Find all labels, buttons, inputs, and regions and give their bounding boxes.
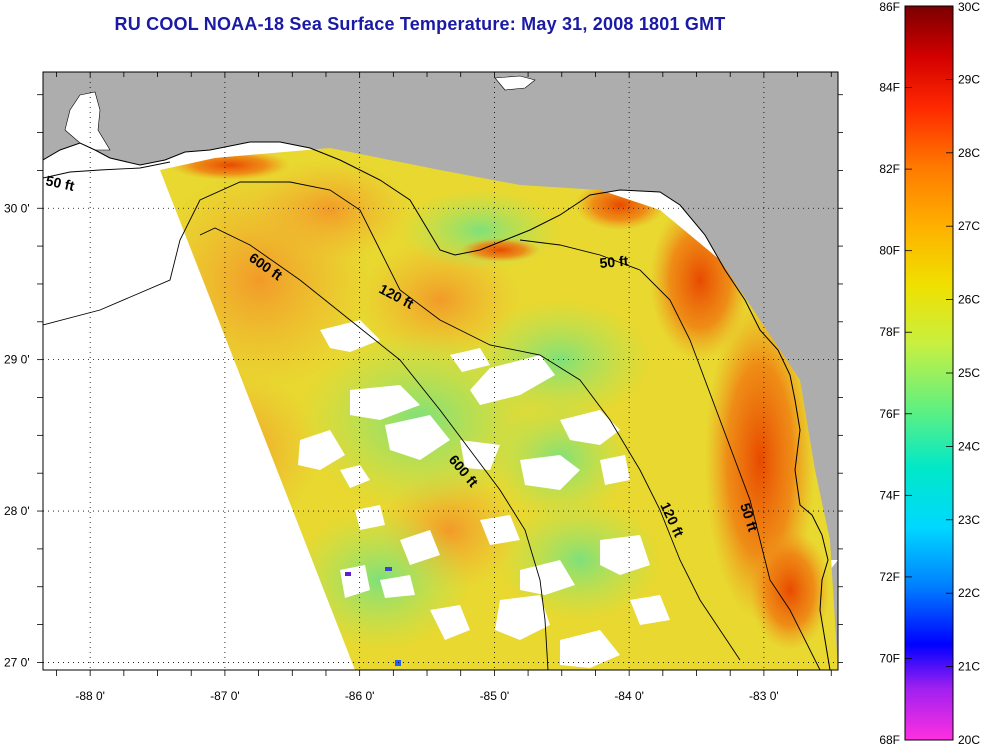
colorbar-f-label: 78F bbox=[879, 325, 900, 339]
colorbar-c-label: 23C bbox=[958, 513, 980, 527]
map-title: RU COOL NOAA-18 Sea Surface Temperature:… bbox=[114, 14, 726, 34]
colorbar-f-label: 82F bbox=[879, 162, 900, 176]
lon-tick-label: -84 0' bbox=[614, 689, 644, 703]
colorbar-c-label: 20C bbox=[958, 733, 980, 747]
cloud-patches bbox=[298, 320, 670, 668]
colorbar bbox=[904, 5, 954, 741]
colorbar-f-label: 86F bbox=[879, 0, 900, 14]
colorbar-f-label: 68F bbox=[879, 733, 900, 747]
lat-tick-label: 28 0' bbox=[4, 504, 30, 518]
colorbar-c-label: 24C bbox=[958, 439, 980, 453]
colorbar-c-label: 27C bbox=[958, 219, 980, 233]
contour-50ft-west bbox=[43, 161, 171, 179]
lon-tick-label: -86 0' bbox=[345, 689, 375, 703]
colorbar-c-label: 21C bbox=[958, 660, 980, 674]
axis-ticks: -88 0' -87 0' -86 0' -85 0' -84 0' -83 0' 30 0… bbox=[4, 72, 843, 703]
colorbar-c-label: 22C bbox=[958, 586, 980, 600]
contour-label-50ft-bigbend: 50 ft bbox=[599, 253, 629, 271]
colorbar-f-label: 76F bbox=[879, 407, 900, 421]
lon-tick-label: -85 0' bbox=[480, 689, 510, 703]
inland-lakes bbox=[494, 75, 536, 91]
coastline bbox=[43, 141, 831, 670]
colorbar-c-label: 25C bbox=[958, 366, 980, 380]
lat-tick-label: 27 0' bbox=[4, 655, 30, 669]
colorbar-f-label: 74F bbox=[879, 488, 900, 502]
colorbar-c-label: 30C bbox=[958, 0, 980, 14]
colorbar-c-label: 29C bbox=[958, 72, 980, 86]
colorbar-c-label: 28C bbox=[958, 146, 980, 160]
colorbar-labels: 86F 84F 82F 80F 78F 76F 74F 72F 70F 68F 30C 29C 28C 2… bbox=[879, 0, 980, 747]
bay-mobile bbox=[64, 91, 111, 151]
colorbar-f-label: 84F bbox=[879, 81, 900, 95]
colorbar-f-label: 70F bbox=[879, 651, 900, 665]
lon-tick-label: -88 0' bbox=[75, 689, 105, 703]
contour-50ft-east bbox=[519, 239, 821, 670]
lon-tick-label: -83 0' bbox=[749, 689, 779, 703]
colorbar-f-label: 72F bbox=[879, 570, 900, 584]
lat-tick-label: 29 0' bbox=[4, 353, 30, 367]
colorbar-f-label: 80F bbox=[879, 244, 900, 258]
map-frame bbox=[42, 71, 839, 671]
lon-tick-label: -87 0' bbox=[210, 689, 240, 703]
contour-label-50ft-west: 50 ft bbox=[44, 172, 76, 194]
contour-600ft bbox=[199, 227, 549, 670]
contour-120ft bbox=[43, 181, 741, 661]
colorbar-c-label: 26C bbox=[958, 293, 980, 307]
lat-tick-label: 30 0' bbox=[4, 201, 30, 215]
land-mass bbox=[43, 72, 838, 560]
